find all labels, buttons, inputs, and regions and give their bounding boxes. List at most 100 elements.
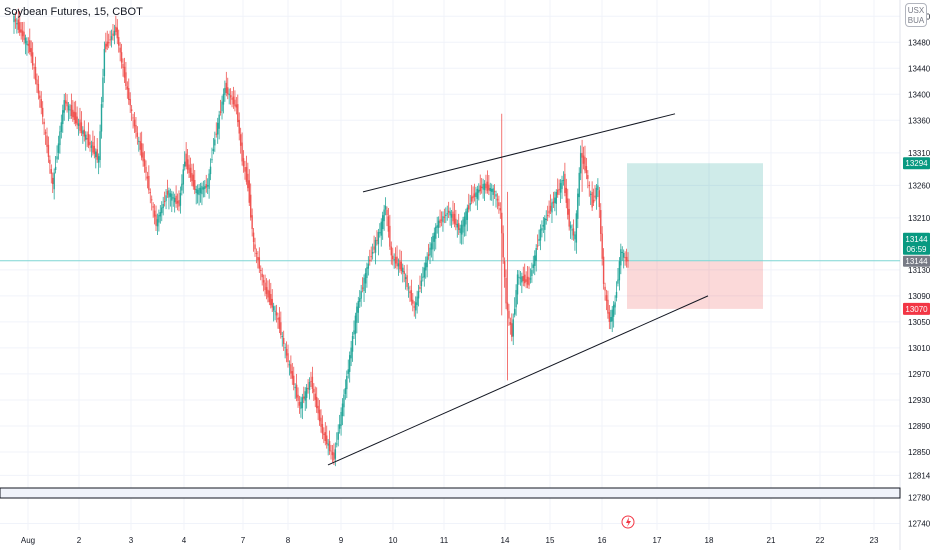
currency-unit-button[interactable]: USX BUA (905, 3, 927, 27)
candle (354, 312, 357, 346)
candle-body (336, 443, 338, 445)
candle (532, 255, 535, 274)
candle-body (140, 143, 143, 158)
candle (250, 183, 252, 221)
candle-body (159, 212, 162, 217)
candle (208, 169, 210, 199)
candle-body (194, 180, 196, 190)
candle-body (605, 295, 608, 302)
candle-body (374, 239, 377, 253)
candle-body (435, 226, 437, 239)
candle (260, 265, 262, 281)
candle (288, 360, 291, 376)
candle (89, 134, 91, 152)
candle-body (209, 166, 212, 175)
candle-body (247, 173, 249, 189)
candle (151, 195, 153, 211)
candle-body (354, 315, 357, 334)
candle (268, 279, 271, 306)
candle-body (567, 198, 569, 215)
candle-body (426, 256, 428, 268)
y-tick-label: 13360 (908, 116, 931, 125)
candle-body (579, 153, 582, 174)
candle (336, 432, 338, 448)
candle-body (166, 190, 169, 195)
candle (40, 91, 42, 115)
candle (506, 191, 509, 381)
candle-body (156, 219, 159, 227)
candle-body (524, 274, 526, 284)
candle-body (361, 287, 364, 289)
candle (145, 160, 147, 181)
candle (327, 439, 329, 456)
trendlines (327, 113, 709, 466)
candle-body (290, 364, 292, 374)
candle-body (425, 262, 427, 271)
candle (353, 320, 355, 339)
candle (14, 12, 17, 29)
candle-body (252, 232, 255, 242)
candle (214, 131, 216, 152)
candle-body (400, 261, 403, 271)
candle (285, 341, 288, 363)
candle-body (470, 196, 473, 202)
candle-body (384, 205, 387, 210)
candle-body (13, 15, 15, 23)
candle-body (574, 234, 576, 240)
currency-line-1: USX (907, 6, 925, 15)
candle-body (254, 244, 256, 250)
y-tick-label: 13440 (908, 64, 931, 73)
candle-body (318, 409, 321, 422)
candle-body (297, 394, 299, 401)
candle (242, 150, 245, 173)
candle (406, 264, 408, 291)
candle-body (115, 26, 117, 33)
candle-body (359, 298, 361, 302)
candle-body (483, 183, 486, 191)
candle-body (116, 27, 118, 39)
candle-body (389, 225, 391, 247)
candle-body (294, 386, 296, 389)
candle (376, 230, 378, 246)
candle (73, 101, 75, 125)
candle (473, 183, 476, 202)
candle-body (585, 166, 588, 174)
candle (265, 278, 268, 300)
candle (294, 383, 296, 399)
candle-body (255, 252, 258, 254)
candle-body (430, 243, 433, 250)
target-price-tag: 13294 (905, 159, 928, 168)
candle-body (257, 256, 259, 260)
candle (232, 86, 235, 109)
candle (538, 229, 540, 246)
candle (103, 41, 106, 84)
x-tick-label: 17 (653, 536, 662, 545)
candle-body (328, 441, 331, 452)
candle-body (597, 185, 599, 191)
candle-body (244, 167, 246, 172)
candle (218, 110, 220, 140)
candle-body (528, 277, 530, 286)
candle (531, 262, 533, 283)
candle (241, 132, 243, 166)
candle-body (545, 218, 547, 220)
candle-body (238, 119, 240, 134)
candle (90, 140, 93, 158)
candle (171, 190, 173, 213)
candle-body (57, 143, 60, 153)
candle-body (129, 98, 131, 106)
candle-body (581, 152, 583, 158)
candle-body (506, 302, 509, 311)
candle-body (515, 290, 517, 308)
candle-body (419, 286, 421, 289)
candle-body (416, 296, 418, 305)
candle (518, 270, 520, 285)
candle-body (291, 371, 294, 379)
y-tick-label: 12814 (908, 471, 931, 480)
candle-body (293, 375, 295, 385)
candle-body (501, 212, 503, 234)
candle-body (542, 224, 545, 227)
candle (468, 193, 470, 213)
